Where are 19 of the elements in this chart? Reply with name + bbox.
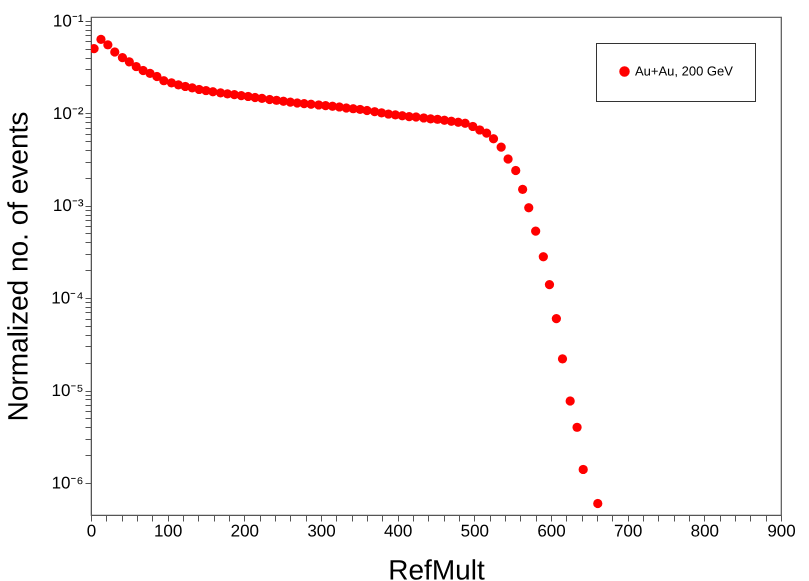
x-tick-label: 800: [690, 522, 720, 540]
y-tick-label: 10⁻⁵: [52, 381, 84, 400]
x-tick-label: 900: [767, 522, 796, 540]
x-axis-title: RefMult: [388, 554, 485, 581]
y-tick-label: 10⁻²: [52, 104, 84, 123]
x-tick-label: 600: [537, 522, 566, 540]
x-tick-label: 0: [86, 522, 96, 540]
y-tick-label: 10⁻⁶: [52, 473, 84, 492]
y-tick-label: 10⁻¹: [52, 11, 84, 30]
x-tick-label: 500: [460, 522, 490, 540]
x-tick-label: 400: [384, 522, 412, 540]
x-tick-label: 100: [154, 522, 182, 540]
y-axis-title: Normalized no. of events: [2, 112, 34, 422]
x-tick-label: 700: [614, 522, 642, 540]
legend-label: Au+Au, 200 GeV: [635, 64, 734, 78]
y-tick-label: 10⁻³: [52, 196, 84, 216]
x-tick-label: 200: [230, 522, 260, 540]
y-tick-label: 10⁻⁴: [51, 288, 84, 308]
x-tick-label: 300: [307, 522, 336, 540]
